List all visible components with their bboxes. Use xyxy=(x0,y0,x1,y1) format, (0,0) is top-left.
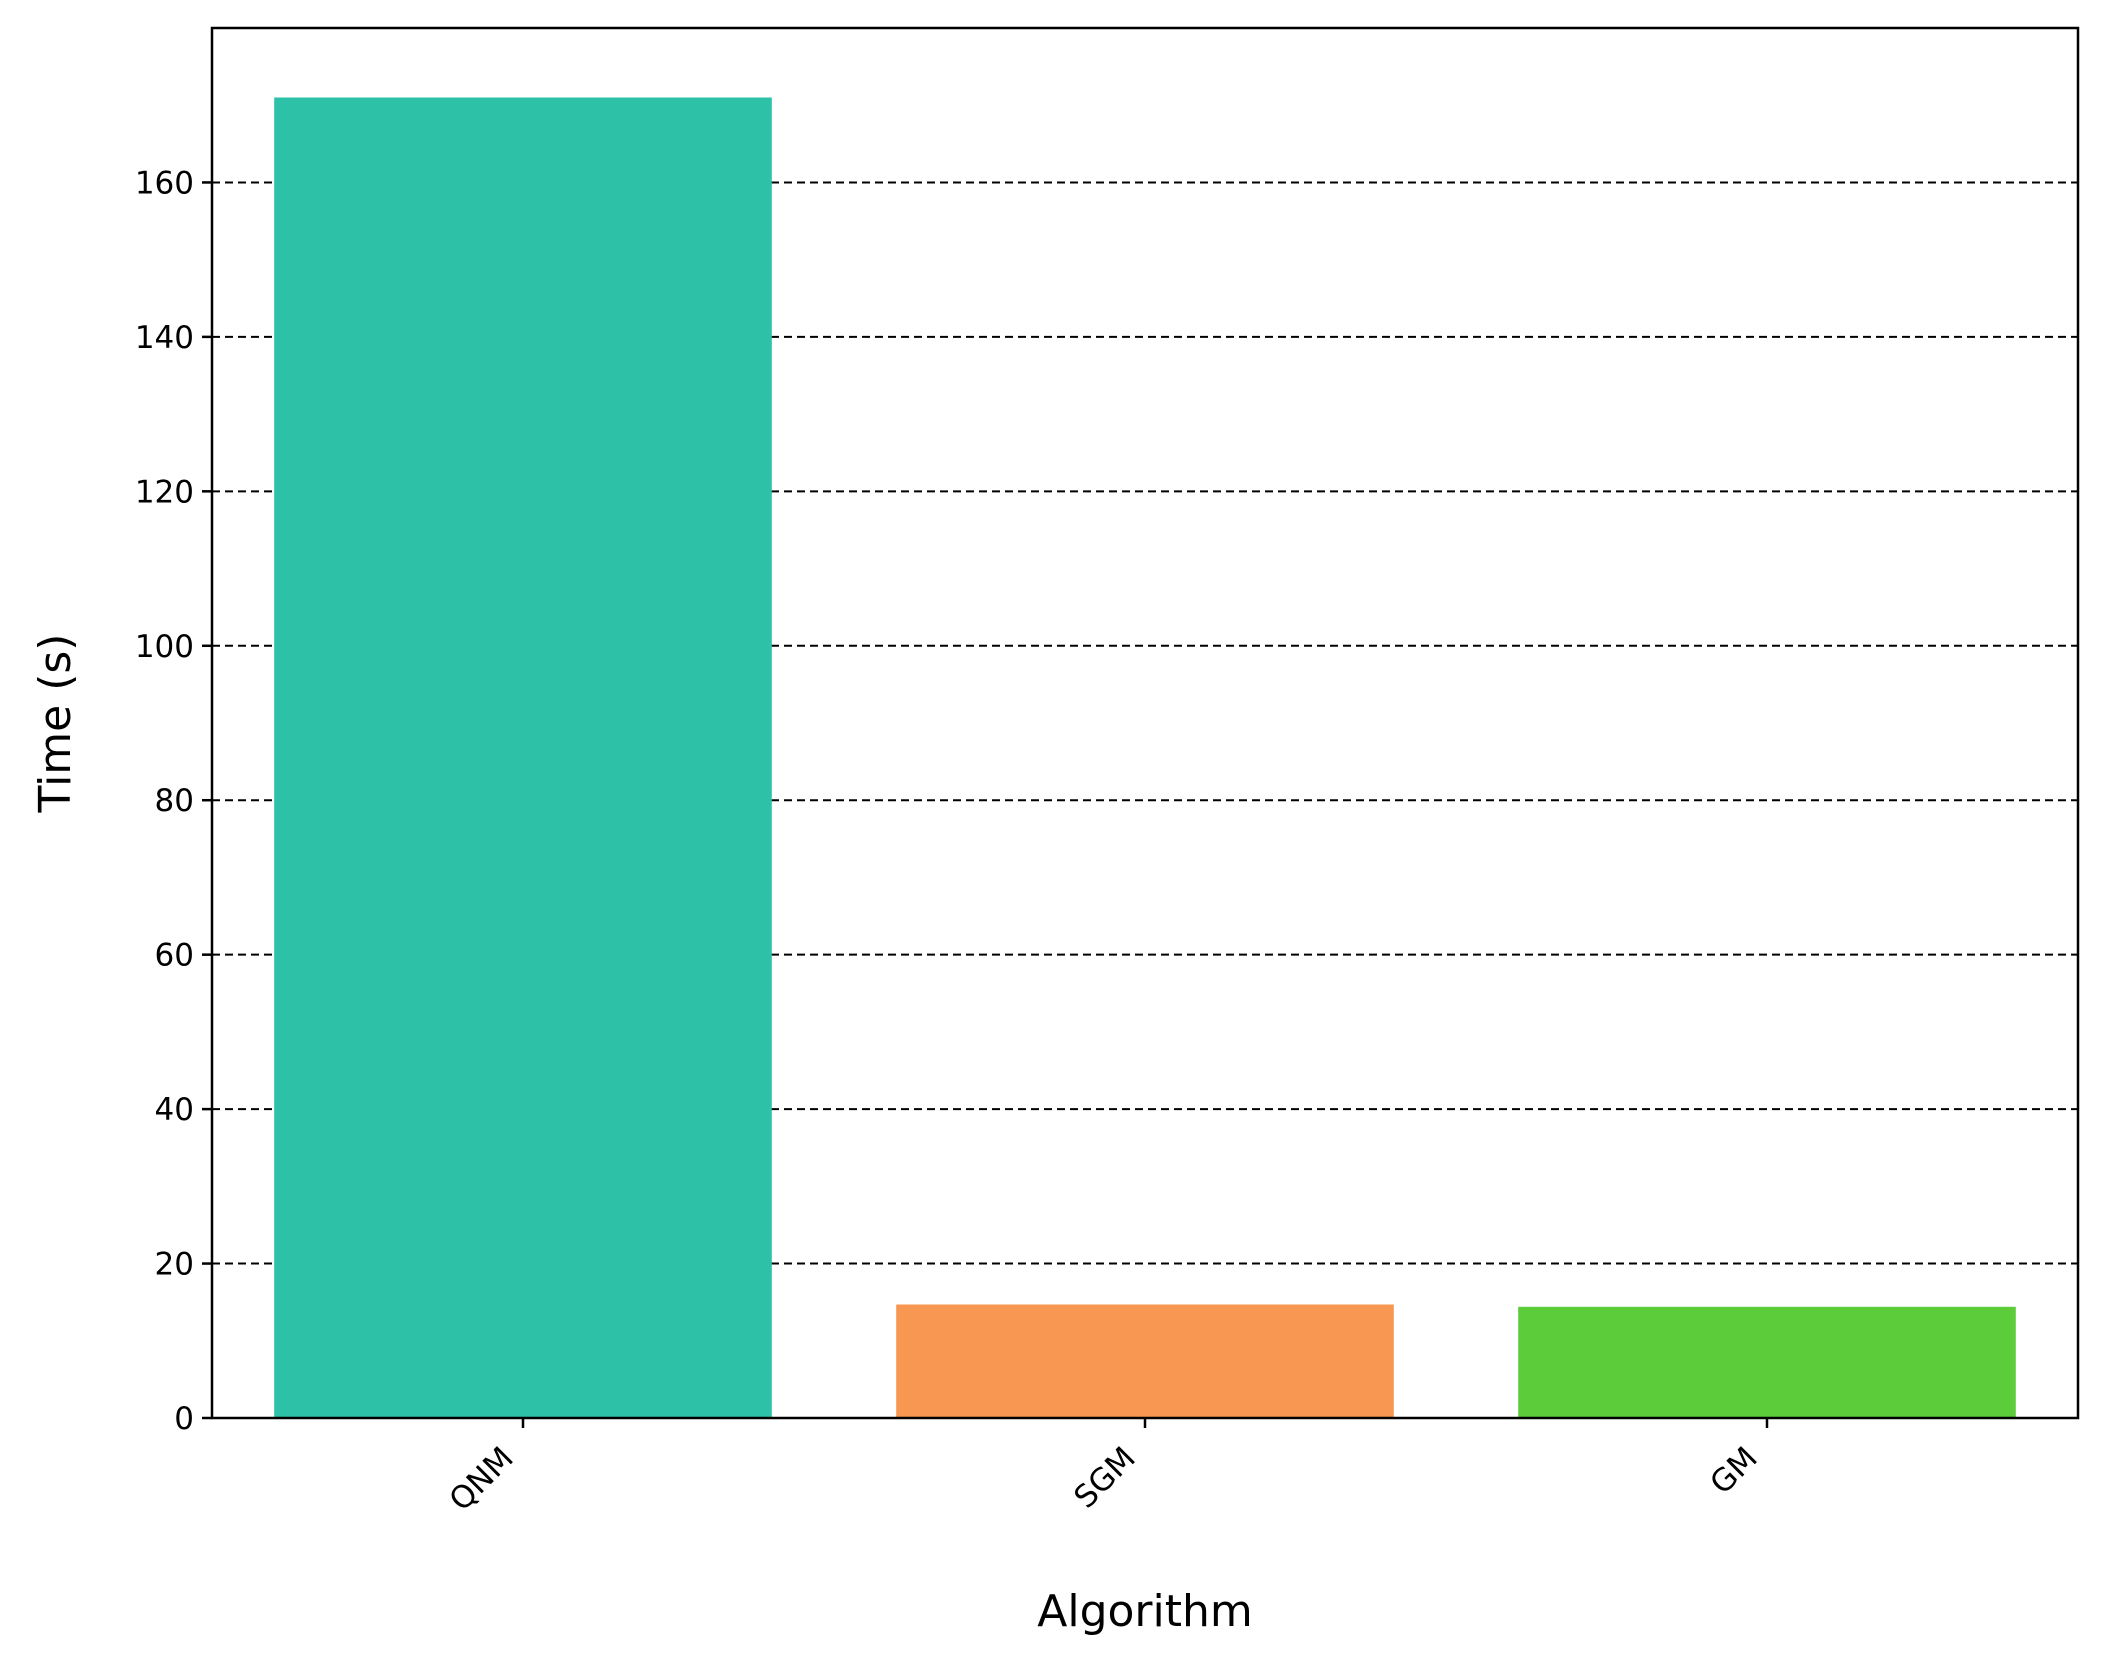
bar-sgm xyxy=(896,1304,1394,1418)
y-tick-label: 40 xyxy=(155,1092,194,1128)
y-tick-label: 80 xyxy=(155,783,194,819)
x-tick-label: QNM xyxy=(443,1440,521,1518)
y-tick-label: 120 xyxy=(135,474,194,510)
y-axis-label: Time (s) xyxy=(30,634,81,814)
y-tick-label: 140 xyxy=(135,320,194,356)
x-tick-label: GM xyxy=(1703,1440,1764,1501)
y-tick-label: 100 xyxy=(135,629,194,665)
y-tick-label: 20 xyxy=(155,1247,194,1283)
y-tick-label: 160 xyxy=(135,165,194,201)
y-axis-ticks: 0 20 40 60 80 100 120 140 160 xyxy=(135,165,212,1437)
bars xyxy=(274,97,2016,1418)
x-axis-ticks: QNM SGM GM xyxy=(443,1418,1769,1518)
x-tick-label: SGM xyxy=(1067,1440,1142,1515)
y-tick-label: 60 xyxy=(155,938,194,974)
bar-gm xyxy=(1518,1306,2016,1418)
y-tick-label: 0 xyxy=(174,1401,194,1437)
x-axis-label: Algorithm xyxy=(1037,1586,1253,1637)
bar-qnm xyxy=(274,97,772,1418)
